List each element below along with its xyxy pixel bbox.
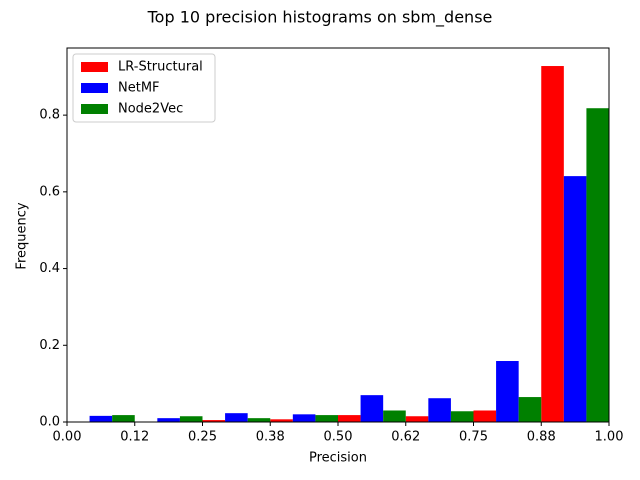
legend-swatch (81, 104, 108, 114)
chart-title: Top 10 precision histograms on sbm_dense (147, 8, 493, 28)
bar (518, 397, 542, 422)
y-tick-label: 0.8 (39, 108, 60, 123)
bar (270, 419, 293, 422)
bar (541, 66, 564, 422)
x-tick-label: 1.00 (595, 430, 624, 445)
bar (157, 418, 180, 422)
bar (202, 420, 226, 422)
legend-label: Node2Vec (118, 102, 183, 117)
x-tick-label: 0.75 (459, 430, 488, 445)
bar (112, 415, 135, 422)
x-tick-label: 0.38 (256, 430, 285, 445)
y-tick-label: 0.6 (39, 184, 60, 199)
legend-swatch (81, 62, 108, 72)
bar (247, 418, 271, 422)
bar (586, 108, 609, 423)
bar (360, 395, 384, 422)
bar (405, 416, 429, 422)
legend-label: LR-Structural (118, 60, 203, 75)
x-tick-label: 0.25 (188, 430, 217, 445)
y-tick-label: 0.2 (39, 338, 60, 353)
bar (383, 410, 406, 422)
legend-swatch (81, 83, 108, 93)
bar (496, 361, 519, 422)
bar (473, 410, 497, 422)
y-tick-label: 0.0 (39, 415, 60, 430)
bar (450, 411, 474, 422)
x-tick-label: 0.00 (53, 430, 82, 445)
bar (225, 413, 248, 422)
x-axis-label: Precision (309, 451, 367, 466)
legend-box (72, 53, 216, 123)
x-tick-label: 0.62 (391, 430, 420, 445)
x-tick-label: 0.50 (324, 430, 353, 445)
y-tick-label: 0.4 (39, 261, 60, 276)
x-tick-label: 0.88 (527, 430, 556, 445)
bar (428, 398, 451, 422)
bar (179, 416, 203, 422)
x-tick-label: 0.12 (120, 430, 149, 445)
y-axis-label: Frequency (15, 202, 30, 269)
bar (563, 176, 587, 422)
legend-label: NetMF (118, 81, 160, 96)
bar (89, 415, 113, 422)
bar (315, 415, 338, 422)
bar (292, 414, 316, 422)
bar (338, 415, 361, 422)
